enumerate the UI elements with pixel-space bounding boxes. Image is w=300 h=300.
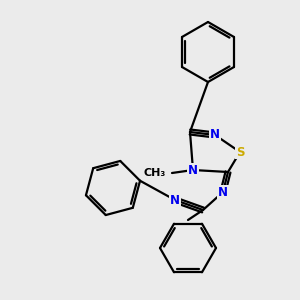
Text: N: N bbox=[170, 194, 180, 206]
Text: CH₃: CH₃ bbox=[144, 168, 166, 178]
Text: N: N bbox=[210, 128, 220, 142]
Text: S: S bbox=[236, 146, 244, 158]
Text: N: N bbox=[218, 185, 228, 199]
Text: N: N bbox=[188, 164, 198, 176]
